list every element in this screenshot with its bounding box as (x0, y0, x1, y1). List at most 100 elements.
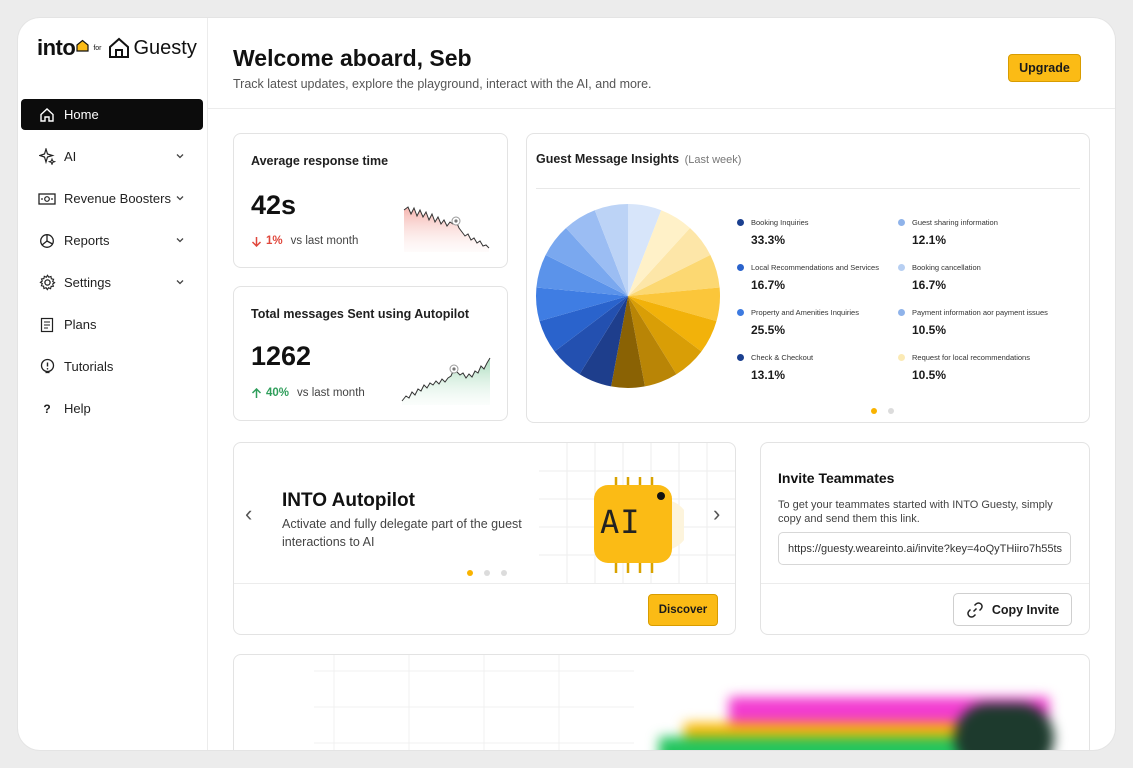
pie-slice (594, 204, 628, 296)
sidebar-item-label: AI (64, 149, 77, 164)
pie-slice (539, 296, 628, 352)
sidebar-item-label: Settings (64, 275, 111, 290)
chevron-down-icon (175, 191, 185, 206)
arrow-down-icon (251, 236, 262, 247)
autopilot-description: Activate and fully delegate part of the … (282, 517, 522, 549)
stat-value: 42s (251, 190, 297, 220)
sidebar-item-ai[interactable]: AI (21, 141, 203, 172)
legend-item: Check & Checkout 13.1% (737, 353, 907, 382)
legend-label-text: Booking cancellation (912, 263, 981, 272)
sidebar-item-label: Tutorials (64, 359, 114, 374)
copy-invite-button[interactable]: Copy Invite (953, 593, 1072, 626)
legend-label-text: Local Recommendations and Services (751, 263, 879, 272)
app-window: into for Guesty Home AI Rev (18, 18, 1115, 750)
link-icon (967, 601, 983, 618)
legend-swatch (898, 354, 905, 361)
autopilot-title: INTO Autopilot (282, 490, 415, 511)
invite-teammates-card: Invite Teammates To get your teammates s… (760, 442, 1090, 635)
legend-value: 10.5% (912, 368, 947, 382)
pie-slice (628, 210, 690, 296)
ai-chip-icon: AI (584, 475, 684, 575)
legend-item: Local Recommendations and Services 16.7% (737, 263, 907, 292)
sidebar-item-label: Home (64, 107, 99, 122)
pagination-dot[interactable] (501, 570, 507, 576)
gear-icon (38, 274, 56, 292)
discover-button[interactable]: Discover (648, 594, 718, 626)
invite-link-field[interactable] (778, 532, 1071, 565)
arrow-up-icon (251, 387, 262, 398)
legend-swatch (898, 219, 905, 226)
pie-slice (628, 254, 720, 296)
ai-chip-label: AI (600, 503, 641, 541)
copy-invite-label: Copy Invite (991, 602, 1060, 617)
legend-value: 16.7% (751, 278, 786, 292)
brand-logo[interactable]: into for Guesty (37, 35, 197, 60)
legend-item: Guest sharing information 12.1% (898, 218, 1068, 247)
autopilot-messages-card: Total messages Sent using Autopilot 1262… (233, 286, 508, 421)
stat-title: Total messages Sent using Autopilot (251, 307, 470, 321)
legend-value: 16.7% (912, 278, 947, 292)
response-sparkline (403, 206, 490, 252)
pie-slice (554, 296, 628, 375)
legend-item: Property and Amenities Inquiries 25.5% (737, 308, 907, 337)
carousel-next-arrow[interactable]: › (713, 501, 721, 526)
legend-item: Booking cancellation 16.7% (898, 263, 1068, 292)
legend-item: Request for local recommendations 10.5% (898, 353, 1068, 382)
delta-compare: vs last month (290, 235, 359, 247)
legend-value: 12.1% (912, 233, 947, 247)
chevron-down-icon (175, 233, 185, 248)
promo-banner-card (233, 654, 1090, 750)
question-icon: ? (43, 401, 51, 416)
stat-delta: 40% vs last month (251, 387, 365, 399)
upgrade-button[interactable]: Upgrade (1008, 54, 1081, 82)
pie-slice (566, 210, 628, 296)
legend-swatch (737, 309, 744, 316)
pagination-dot[interactable] (888, 408, 894, 414)
stat-title: Average response time (251, 154, 389, 168)
chevron-down-icon (175, 149, 185, 164)
cash-icon (38, 190, 56, 208)
legend-label-text: Check & Checkout (751, 353, 814, 362)
pie-slice (579, 296, 628, 387)
logo-for-text: for (93, 44, 102, 52)
sidebar-item-reports[interactable]: Reports (21, 225, 203, 256)
pie-slice (535, 287, 628, 322)
grid-background (314, 655, 634, 750)
legend-label: Booking cancellation (898, 263, 1068, 272)
pagination-dot[interactable] (484, 570, 490, 576)
insights-title: Guest Message Insights (Last week) (536, 152, 741, 166)
legend-item: Payment information aor payment issues 10… (898, 308, 1068, 337)
sidebar-item-help[interactable]: ? Help (21, 393, 203, 424)
sidebar: into for Guesty Home AI Rev (18, 18, 208, 750)
page-subtitle: Track latest updates, explore the playgr… (233, 77, 652, 91)
sidebar-item-home[interactable]: Home (21, 99, 203, 130)
legend-item: Booking Inquiries 33.3% (737, 218, 907, 247)
insights-divider (536, 188, 1080, 189)
card-divider (761, 583, 1089, 584)
pagination-dot-active[interactable] (467, 570, 473, 576)
legend-value: 25.5% (751, 323, 786, 337)
legend-label: Local Recommendations and Services (737, 263, 907, 272)
carousel-prev-arrow[interactable]: ‹ (245, 501, 253, 526)
sidebar-item-label: Plans (64, 317, 97, 332)
legend-label-text: Request for local recommendations (912, 353, 1030, 362)
sidebar-item-tutorials[interactable]: Tutorials (21, 351, 203, 382)
pagination-dot-active[interactable] (871, 408, 877, 414)
legend-label: Request for local recommendations (898, 353, 1068, 362)
insights-pagination (871, 408, 894, 414)
guesty-house-icon (108, 37, 129, 58)
sidebar-item-settings[interactable]: Settings (21, 267, 203, 298)
pie-chart-icon (38, 232, 56, 250)
lightbulb-icon (38, 358, 56, 376)
delta-percent: 1% (266, 235, 283, 247)
insights-title-text: Guest Message Insights (536, 152, 680, 166)
pie-slice (628, 296, 717, 352)
sidebar-item-revenue-boosters[interactable]: Revenue Boosters (21, 183, 203, 214)
legend-value: 33.3% (751, 233, 786, 247)
carousel-pagination (467, 570, 507, 576)
page-title: Welcome aboard, Seb (233, 45, 472, 71)
insights-period: (Last week) (684, 154, 742, 166)
sidebar-item-plans[interactable]: Plans (21, 309, 203, 340)
sidebar-item-label: Reports (64, 233, 110, 248)
autopilot-card: ‹ › INTO Autopilot Activate and fully de… (233, 442, 736, 635)
